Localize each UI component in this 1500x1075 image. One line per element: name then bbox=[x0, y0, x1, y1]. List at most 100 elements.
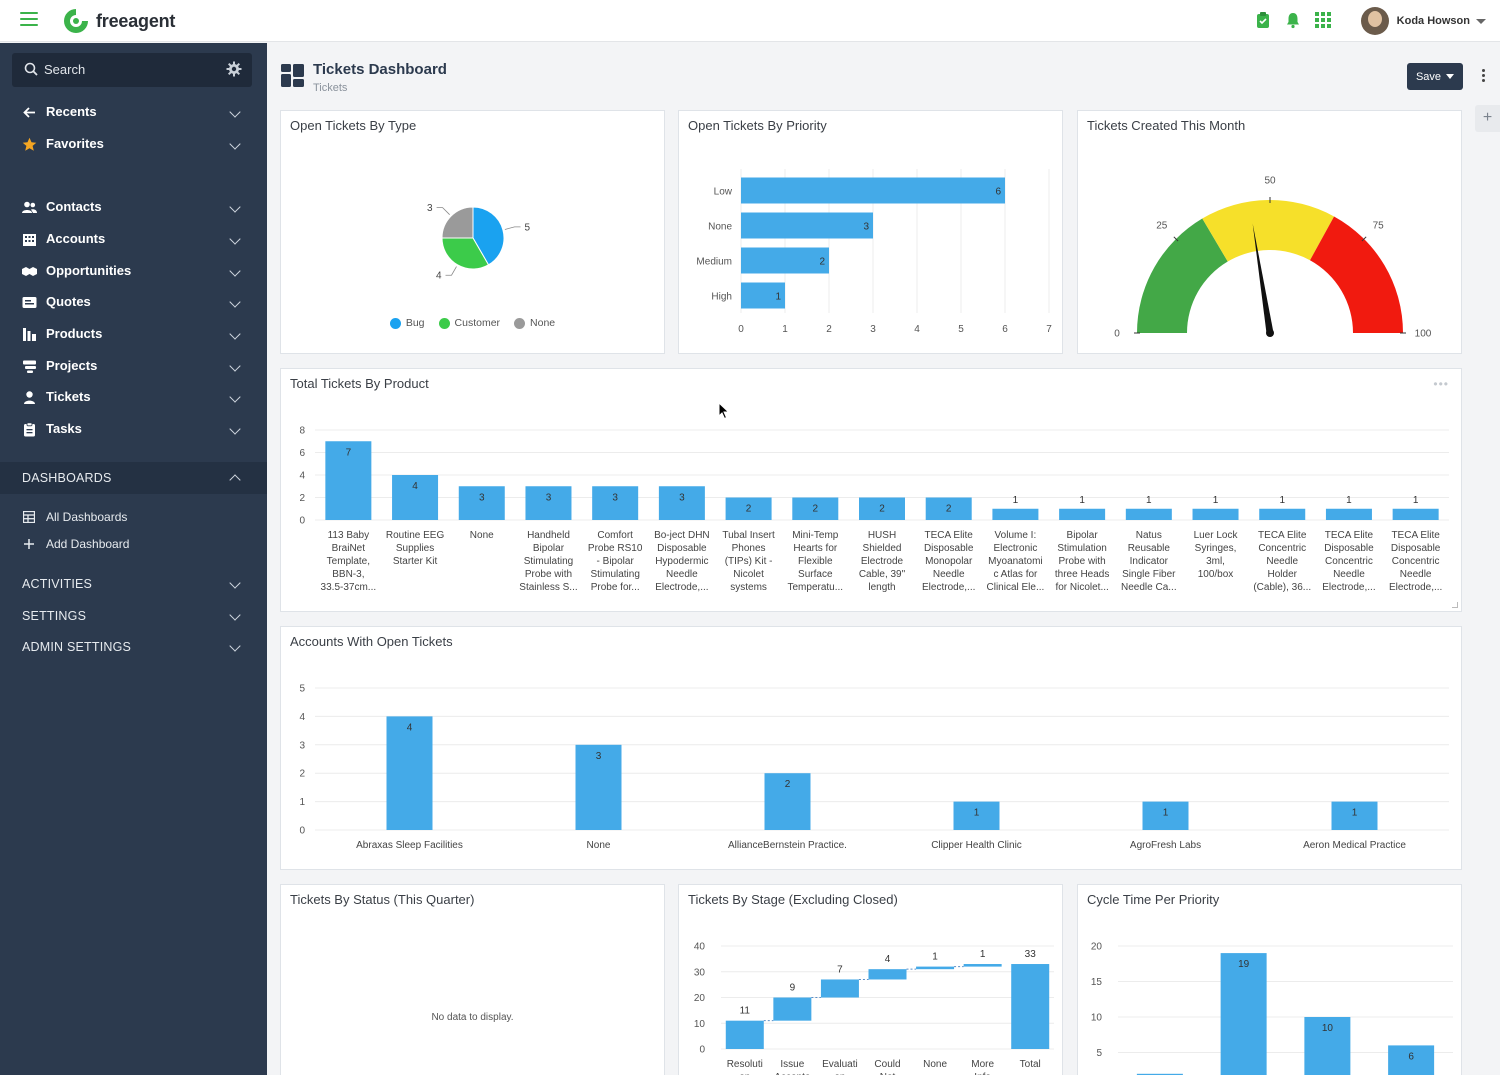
freeagent-logo-icon bbox=[64, 9, 88, 33]
brand-logo[interactable]: freeagent bbox=[60, 5, 175, 37]
legend-label: Customer bbox=[454, 317, 501, 329]
bar bbox=[859, 497, 905, 520]
x-category-label-line: systems bbox=[730, 582, 767, 593]
y-tick-label: 4 bbox=[299, 471, 305, 482]
x-category-label-line: Concentric bbox=[1325, 556, 1373, 567]
sidebar-item-projects[interactable]: Projects bbox=[0, 351, 267, 381]
section-dashboards[interactable]: DASHBOARDS bbox=[0, 462, 267, 494]
sidebar-item-contacts[interactable]: Contacts bbox=[0, 192, 267, 222]
sidebar-item-products[interactable]: Products bbox=[0, 319, 267, 349]
x-category-label-line: Needle bbox=[933, 569, 965, 580]
handshake-icon bbox=[22, 267, 37, 276]
x-category-label-line: Electrode,... bbox=[655, 582, 708, 593]
sidebar-item-accounts[interactable]: Accounts bbox=[0, 224, 267, 254]
sidebar-item-quotes[interactable]: Quotes bbox=[0, 287, 267, 317]
gauge-tick bbox=[1173, 236, 1179, 242]
section-label: ADMIN SETTINGS bbox=[22, 640, 132, 654]
sidebar-item-label: Products bbox=[46, 326, 103, 341]
bar-data-label: 3 bbox=[546, 492, 552, 503]
add-dashboard-button[interactable]: Add Dashboard bbox=[0, 532, 267, 556]
bar-low bbox=[741, 177, 1005, 204]
bar-data-label: 2 bbox=[813, 504, 819, 515]
chevron-down-icon bbox=[229, 609, 241, 621]
chevron-up-icon bbox=[229, 474, 241, 486]
x-category-label-line: Stainless S... bbox=[519, 582, 577, 593]
chevron-down-icon bbox=[1446, 74, 1455, 79]
bar-data-label: 1 bbox=[1352, 808, 1358, 819]
x-category-label: Tubal Insert Phones (TIPs) Kit - Nicolet sys… bbox=[722, 530, 775, 593]
section-activities[interactable]: ACTIVITIES bbox=[0, 568, 267, 600]
bar bbox=[792, 497, 839, 520]
sidebar-item-label: Quotes bbox=[46, 294, 91, 309]
x-category-label-line: Disposable bbox=[924, 543, 974, 554]
x-category-label-line: Cable, 39" bbox=[859, 569, 906, 580]
sidebar-item-opportunities[interactable]: Opportunities bbox=[0, 256, 267, 286]
bar bbox=[592, 486, 639, 520]
x-category-label-line: None bbox=[923, 1059, 947, 1070]
y-tick-label: 5 bbox=[1096, 1048, 1102, 1059]
legend-item-bug[interactable]: Bug bbox=[389, 317, 425, 329]
x-category-label-line: Needle bbox=[1266, 556, 1298, 567]
add-widget-button[interactable]: + bbox=[1475, 105, 1500, 132]
section-settings[interactable]: SETTINGS bbox=[0, 600, 267, 632]
sidebar-item-tickets[interactable]: Tickets bbox=[0, 382, 267, 412]
save-label: Save bbox=[1415, 70, 1442, 83]
x-category-label-line: Probe for... bbox=[591, 582, 640, 593]
chevron-down-icon bbox=[229, 296, 241, 308]
bell-icon[interactable] bbox=[1284, 11, 1302, 29]
section-label: SETTINGS bbox=[22, 609, 87, 623]
x-category-label-line: Mini-Temp bbox=[792, 530, 839, 541]
building-icon bbox=[23, 234, 36, 246]
pie-chart: 5 4 3 bbox=[427, 203, 531, 282]
x-category-label: 113 Baby BraiNet Template, BBN-3, 33.5-37cm.… bbox=[321, 530, 377, 593]
x-category-label-line: Comfort bbox=[597, 530, 633, 541]
more-options-icon[interactable] bbox=[1479, 69, 1487, 85]
card-title: Open Tickets By Priority bbox=[688, 118, 827, 133]
x-category-label-line: Probe with bbox=[1058, 556, 1105, 567]
bar bbox=[458, 486, 505, 520]
bar-data-label: 6 bbox=[995, 187, 1001, 198]
x-category-label-line: Could bbox=[874, 1059, 900, 1070]
bar-data-label: 10 bbox=[1322, 1023, 1334, 1034]
x-category-label-line: Clipper Health Clinic bbox=[931, 840, 1022, 851]
bar bbox=[764, 773, 811, 830]
section-admin-settings[interactable]: ADMIN SETTINGS bbox=[0, 631, 267, 663]
legend-item-customer[interactable]: Customer bbox=[438, 317, 501, 329]
card-menu-icon[interactable]: ••• bbox=[1433, 377, 1449, 391]
sidebar-item-recents[interactable]: Recents bbox=[0, 97, 267, 127]
sidebar-item-label: All Dashboards bbox=[46, 510, 128, 524]
sidebar-item-tasks[interactable]: Tasks bbox=[0, 414, 267, 444]
bar bbox=[953, 801, 1000, 830]
x-category-label: Resoluti on bbox=[727, 1059, 763, 1075]
search-input[interactable]: Search bbox=[44, 62, 86, 77]
save-button[interactable]: Save bbox=[1407, 63, 1463, 90]
resize-handle[interactable] bbox=[1452, 602, 1458, 608]
user-menu[interactable]: Koda Howson bbox=[1360, 5, 1486, 37]
menu-icon[interactable] bbox=[20, 12, 38, 28]
gear-icon[interactable] bbox=[226, 61, 242, 77]
pie-label-line bbox=[445, 266, 457, 276]
breadcrumb[interactable]: Tickets bbox=[313, 82, 348, 94]
chevron-down-icon bbox=[229, 201, 241, 213]
bar-data-label: 1 bbox=[980, 949, 986, 960]
x-category-label-line: Starter Kit bbox=[393, 556, 438, 567]
bar-high bbox=[741, 282, 785, 309]
x-category-label-line: (Cable), 36... bbox=[1253, 582, 1311, 593]
bar bbox=[1388, 1045, 1435, 1075]
apps-grid-icon[interactable] bbox=[1314, 11, 1332, 29]
bar-data-label: 1 bbox=[1079, 495, 1085, 506]
sidebar-item-all-dashboards[interactable]: All Dashboards bbox=[0, 505, 267, 529]
bar-data-label: 3 bbox=[863, 222, 869, 233]
clipboard-icon[interactable] bbox=[1254, 11, 1272, 29]
legend-item-none[interactable]: None bbox=[514, 317, 555, 329]
bar bbox=[1392, 508, 1439, 520]
search-box[interactable]: Search bbox=[12, 53, 252, 87]
x-tick-label: 5 bbox=[958, 324, 964, 335]
sidebar-item-label: Tasks bbox=[46, 421, 82, 436]
bar bbox=[1304, 1017, 1351, 1075]
x-category-label: Aeron Medical Practice bbox=[1303, 840, 1406, 851]
x-category-label-line: Aeron Medical Practice bbox=[1303, 840, 1406, 851]
sidebar-item-favorites[interactable]: Favorites bbox=[0, 129, 267, 159]
sidebar-item-label: Opportunities bbox=[46, 263, 132, 278]
bar-data-label: 2 bbox=[879, 504, 885, 515]
